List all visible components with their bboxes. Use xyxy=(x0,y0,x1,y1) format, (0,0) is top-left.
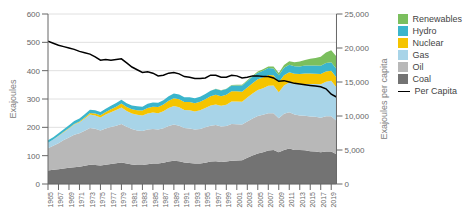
svg-text:100: 100 xyxy=(27,152,41,161)
svg-text:1993: 1993 xyxy=(194,192,201,208)
svg-text:0: 0 xyxy=(344,180,349,189)
svg-text:1965: 1965 xyxy=(47,192,54,208)
svg-text:1975: 1975 xyxy=(99,192,106,208)
html-text:Hydro: Hydro xyxy=(412,26,437,36)
svg-text:300: 300 xyxy=(27,95,41,104)
svg-text:1971: 1971 xyxy=(78,192,85,208)
svg-text:Exajoules: Exajoules xyxy=(8,79,18,119)
svg-text:1981: 1981 xyxy=(131,192,138,208)
svg-text:10,000: 10,000 xyxy=(344,112,369,121)
html-text:Coal: Coal xyxy=(412,74,431,84)
svg-text:5,000: 5,000 xyxy=(344,146,365,155)
svg-text:600: 600 xyxy=(27,10,41,19)
svg-text:20,000: 20,000 xyxy=(344,44,369,53)
svg-text:15,000: 15,000 xyxy=(344,78,369,87)
svg-text:2003: 2003 xyxy=(246,192,253,208)
svg-text:2011: 2011 xyxy=(288,192,295,207)
svg-text:1995: 1995 xyxy=(204,192,211,208)
svg-text:1997: 1997 xyxy=(215,192,222,208)
svg-text:1983: 1983 xyxy=(141,192,148,208)
html-text:Gas: Gas xyxy=(412,50,429,60)
svg-text:1967: 1967 xyxy=(57,192,64,208)
svg-text:2013: 2013 xyxy=(299,192,306,208)
svg-text:1989: 1989 xyxy=(173,192,180,208)
svg-text:1987: 1987 xyxy=(162,192,169,208)
svg-text:1985: 1985 xyxy=(152,192,159,208)
svg-text:Exajoules per capita: Exajoules per capita xyxy=(379,58,389,139)
svg-text:1991: 1991 xyxy=(183,192,190,208)
svg-text:400: 400 xyxy=(27,67,41,76)
html-text:Oil: Oil xyxy=(412,62,424,72)
svg-text:1979: 1979 xyxy=(120,192,127,208)
svg-text:2007: 2007 xyxy=(267,192,274,208)
svg-text:2019: 2019 xyxy=(330,192,337,208)
html-text:Nuclear: Nuclear xyxy=(412,38,444,48)
html-text:Per Capita: Per Capita xyxy=(414,86,457,96)
svg-text:2017: 2017 xyxy=(320,192,327,208)
svg-text:2015: 2015 xyxy=(309,192,316,208)
svg-text:200: 200 xyxy=(27,123,41,132)
svg-text:2001: 2001 xyxy=(236,192,243,208)
svg-text:1999: 1999 xyxy=(225,192,232,208)
svg-text:2009: 2009 xyxy=(278,192,285,208)
svg-text:25,000: 25,000 xyxy=(344,10,369,19)
svg-text:500: 500 xyxy=(27,38,41,47)
svg-text:1973: 1973 xyxy=(89,192,96,208)
svg-text:1977: 1977 xyxy=(110,192,117,208)
html-text:Renewables: Renewables xyxy=(412,14,462,24)
svg-text:2005: 2005 xyxy=(257,192,264,208)
svg-text:1969: 1969 xyxy=(68,192,75,208)
svg-text:0: 0 xyxy=(36,180,41,189)
